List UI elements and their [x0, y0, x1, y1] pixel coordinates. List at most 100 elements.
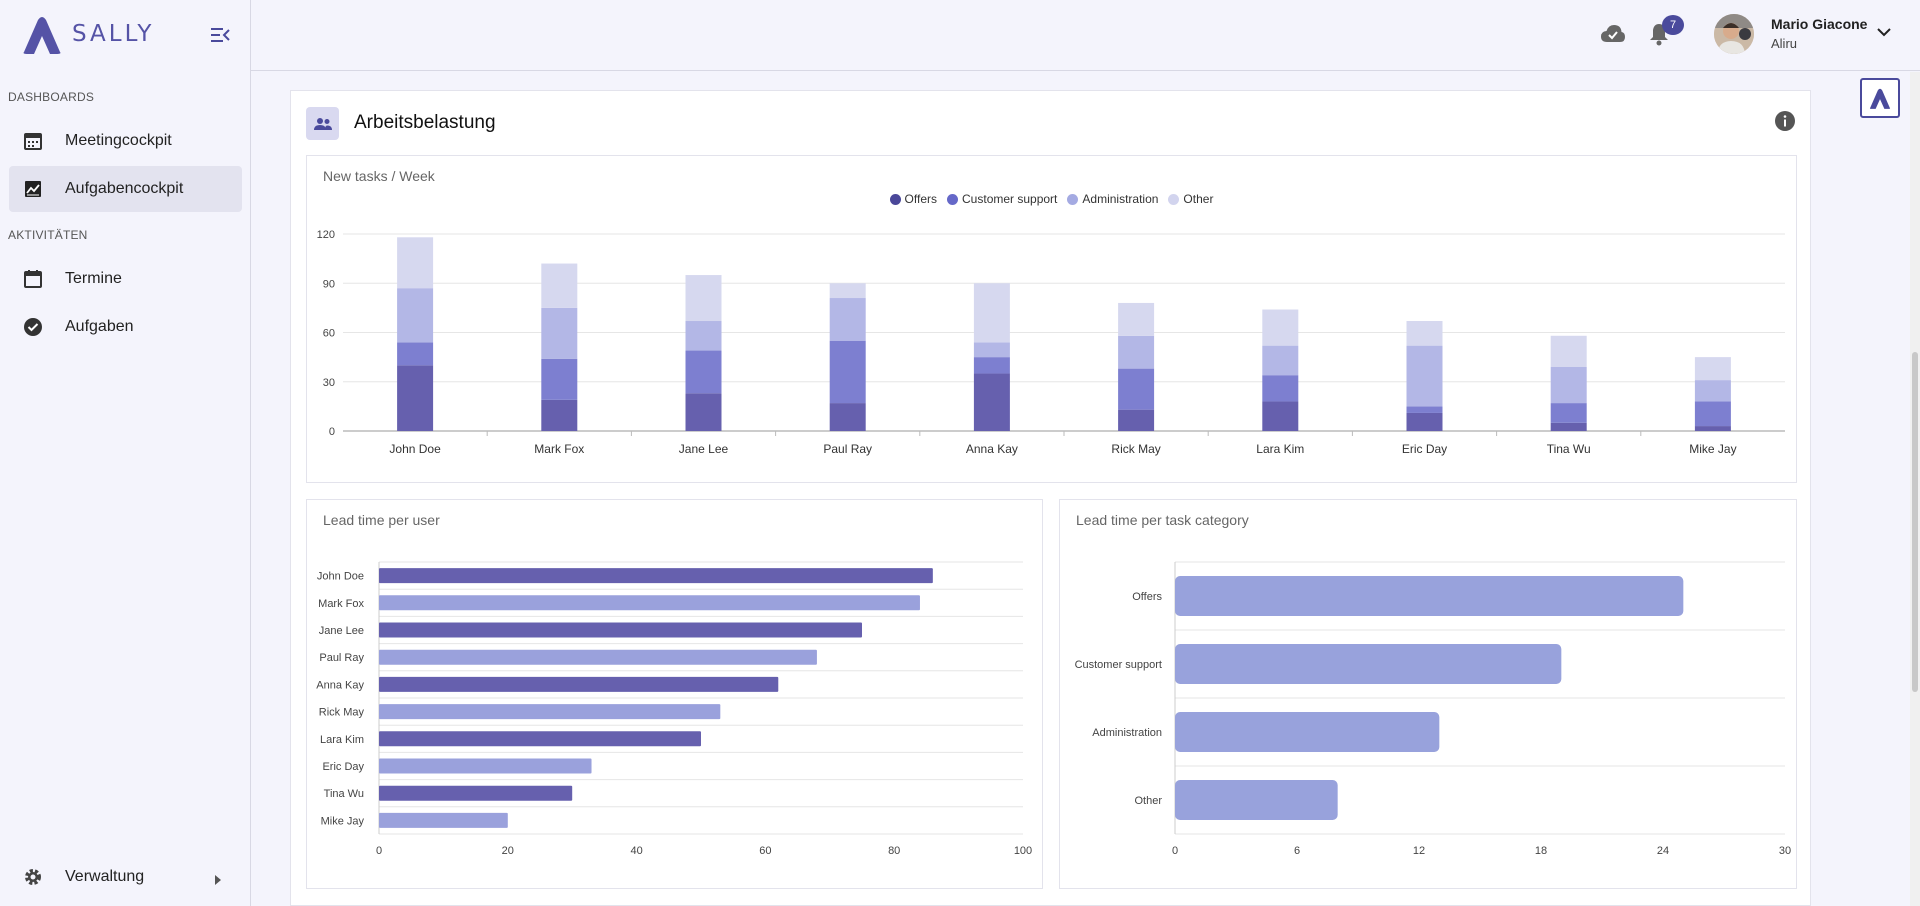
x-tick-label: 80 — [888, 845, 900, 857]
bar-paul-ray — [379, 649, 817, 665]
notification-count-badge: 7 — [1662, 15, 1684, 35]
bar-segment-administration — [973, 342, 1010, 358]
user-organization: Aliru — [1771, 36, 1798, 51]
sidebar: SALLY DASHBOARDS Meetingcockpit Aufgaben… — [0, 0, 251, 906]
sidebar-item-verwaltung[interactable]: Verwaltung — [9, 855, 242, 899]
scrollbar-thumb[interactable] — [1912, 352, 1918, 692]
app-logo[interactable]: SALLY — [20, 14, 154, 54]
bar-segment-other — [973, 283, 1010, 343]
bar-segment-offers — [1406, 412, 1443, 431]
bar-segment-administration — [1406, 345, 1443, 407]
bar-segment-administration — [541, 307, 578, 359]
x-tick-label: 12 — [1413, 845, 1425, 857]
bar-john-doe — [379, 568, 933, 584]
y-tick-label: 60 — [323, 328, 335, 340]
bar-segment-customer-support — [1118, 368, 1155, 410]
menu-collapse-icon — [211, 28, 230, 42]
x-tick-label: 30 — [1779, 845, 1791, 857]
card-title: Arbeitsbelastung — [354, 112, 496, 133]
bar-segment-offers — [397, 365, 434, 431]
bar-segment-other — [685, 275, 722, 322]
bar-segment-offers — [1694, 426, 1731, 431]
bar-segment-customer-support — [1694, 401, 1731, 427]
sally-logo-icon — [23, 17, 61, 54]
y-tick-label: Tina Wu — [324, 788, 364, 800]
bar-tina-wu — [379, 785, 573, 801]
sidebar-item-aufgaben[interactable]: Aufgaben — [9, 304, 242, 350]
chart-panel-lead-category: Lead time per task category 0 6 12 18 24 30 Of… — [1059, 499, 1797, 889]
x-tick-label: 0 — [1172, 845, 1178, 857]
x-tick-label: Mike Jay — [1689, 442, 1736, 456]
x-tick-label: Tina Wu — [1547, 442, 1591, 456]
cloud-sync-icon[interactable] — [1600, 24, 1626, 49]
x-tick-label: Eric Day — [1402, 442, 1447, 456]
x-tick-label: John Doe — [389, 442, 441, 456]
sidebar-item-aufgabencockpit[interactable]: Aufgabencockpit — [9, 166, 242, 212]
y-tick-label: Customer support — [1075, 659, 1162, 671]
avatar[interactable] — [1714, 14, 1754, 54]
chevron-down-icon[interactable] — [1877, 24, 1891, 42]
y-tick-label: 90 — [323, 278, 335, 290]
bar-segment-customer-support — [685, 350, 722, 394]
sidebar-item-meetingcockpit[interactable]: Meetingcockpit — [9, 118, 242, 164]
calendar-icon — [22, 268, 44, 290]
app-name: SALLY — [72, 21, 155, 47]
sidebar-item-label: Aufgabencockpit — [65, 180, 184, 197]
legend-item-customer-support[interactable]: Customer support — [947, 192, 1057, 206]
y-tick-label: Rick May — [319, 707, 365, 719]
x-tick-label: 18 — [1535, 845, 1547, 857]
gear-icon — [22, 866, 44, 888]
bar-segment-offers — [1550, 422, 1587, 431]
chart-panel-lead-user: Lead time per user 0 20 40 60 80 100 John Doe M… — [306, 499, 1043, 889]
horizontal-bar-chart: 0 6 12 18 24 30 Offers Customer support Administ… — [1075, 561, 1791, 857]
user-avatar-icon — [1714, 14, 1754, 54]
bar-segment-other — [1550, 335, 1587, 367]
bar-eric-day — [379, 758, 592, 774]
x-tick-label: 24 — [1657, 845, 1669, 857]
y-tick-label: Lara Kim — [320, 734, 364, 746]
chart-title: Lead time per task category — [1076, 512, 1249, 528]
bar-segment-administration — [1694, 380, 1731, 402]
legend-label: Customer support — [962, 192, 1058, 206]
sidebar-item-label: Aufgaben — [65, 318, 134, 335]
bar-other — [1175, 780, 1338, 820]
info-icon[interactable] — [1774, 110, 1796, 137]
bar-segment-administration — [829, 298, 866, 341]
sally-assistant-button[interactable] — [1860, 78, 1900, 118]
x-tick-label: 60 — [759, 845, 771, 857]
top-header: 7 Mario Giacone Aliru — [251, 0, 1920, 71]
bar-lara-kim — [379, 731, 701, 747]
bar-segment-administration — [1262, 345, 1299, 376]
bar-segment-customer-support — [973, 357, 1010, 374]
legend-item-offers[interactable]: Offers — [889, 192, 937, 206]
x-tick-label: 0 — [376, 845, 382, 857]
bar-segment-other — [1262, 309, 1299, 346]
bar-segment-customer-support — [1406, 406, 1443, 413]
y-tick-label: Mike Jay — [321, 815, 365, 827]
y-tick-label: Anna Kay — [316, 679, 364, 691]
legend-item-other[interactable]: Other — [1168, 192, 1213, 206]
bar-segment-customer-support — [1262, 375, 1299, 402]
x-tick-label: Mark Fox — [534, 442, 584, 456]
sidebar-item-label: Meetingcockpit — [65, 132, 172, 149]
sally-logo-icon — [1869, 88, 1891, 109]
bar-segment-customer-support — [397, 342, 434, 366]
y-tick-label: Offers — [1132, 591, 1162, 603]
bar-segment-other — [829, 283, 866, 299]
legend-item-administration[interactable]: Administration — [1067, 192, 1158, 206]
caret-right-icon — [214, 872, 222, 890]
bar-segment-other — [1694, 357, 1731, 381]
bar-segment-offers — [829, 403, 866, 431]
y-tick-label: 30 — [323, 377, 335, 389]
bar-mark-fox — [379, 595, 920, 611]
bar-segment-administration — [1118, 335, 1155, 369]
y-tick-label: Other — [1134, 795, 1162, 807]
bar-segment-other — [1118, 302, 1155, 336]
legend-label: Administration — [1082, 192, 1159, 206]
page-scrollbar[interactable] — [1910, 72, 1920, 906]
y-tick-label: John Doe — [317, 571, 364, 583]
bar-mike-jay — [379, 812, 508, 828]
section-label-aktivitaeten: AKTIVITÄTEN — [8, 228, 88, 242]
sidebar-collapse-button[interactable] — [209, 24, 233, 46]
sidebar-item-termine[interactable]: Termine — [9, 256, 242, 302]
